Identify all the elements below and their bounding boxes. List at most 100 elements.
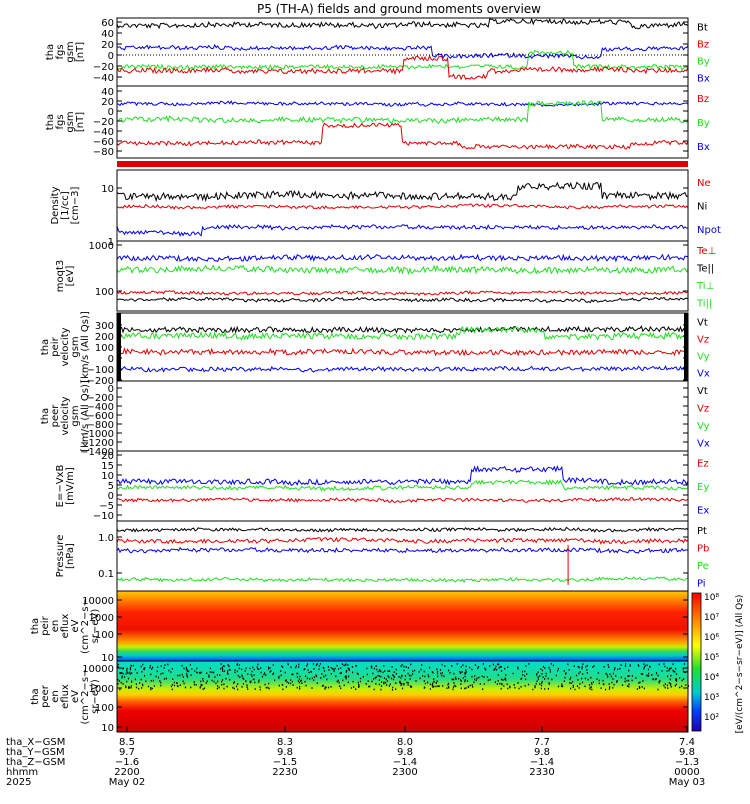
ylabel-line: [1/cc] bbox=[60, 191, 71, 220]
ytick-label: 10 bbox=[101, 184, 114, 195]
series-line-Vy bbox=[116, 326, 689, 341]
ylabel-line: (cm^2−s− bbox=[80, 669, 91, 725]
ytick-label: 1000 bbox=[89, 613, 114, 624]
ytick-label: −20 bbox=[93, 117, 114, 128]
colorbar-tick-label: 10⁸ bbox=[704, 593, 719, 603]
series-line-Npot bbox=[116, 224, 689, 237]
xaxis-row-label: hhmm bbox=[6, 767, 38, 778]
ylabel-line: [eV] bbox=[65, 266, 76, 287]
ytick-label: −60 bbox=[93, 137, 114, 148]
ytick-label: −400 bbox=[87, 402, 114, 413]
series-line-By bbox=[116, 100, 689, 125]
panel-frame-peir_velocity bbox=[116, 312, 689, 382]
series-line-Bt bbox=[116, 17, 689, 30]
xtick-label: 7.7 bbox=[534, 737, 550, 748]
ytick-label: −10 bbox=[93, 511, 114, 522]
colorbar-tick-label: 10³ bbox=[704, 693, 719, 703]
ytick-label: −40 bbox=[93, 73, 114, 84]
xtick-label: 2200 bbox=[114, 767, 139, 778]
ytick-label: 20 bbox=[101, 40, 114, 51]
series-line-Ti-par bbox=[116, 264, 689, 276]
ylabel-line: gsm bbox=[70, 405, 81, 426]
xtick-label: May 03 bbox=[669, 777, 706, 788]
ylabel-line: tha bbox=[45, 114, 56, 130]
ylabel-line: fgs bbox=[55, 44, 66, 59]
ytick-label: 20 bbox=[101, 97, 114, 108]
ylabel-line: velocity bbox=[60, 396, 71, 435]
legend-entry: Npot bbox=[697, 225, 721, 236]
colorbar bbox=[691, 592, 702, 732]
legend-entry: Bt bbox=[697, 23, 708, 34]
ylabel-line: tha bbox=[40, 339, 51, 355]
legend-entry: Bz bbox=[697, 40, 709, 51]
ytick-label: 10000 bbox=[82, 664, 114, 675]
ylabel-line: peer bbox=[50, 404, 61, 428]
ylabel-line: eV bbox=[70, 619, 81, 632]
legend-entry: Bz bbox=[697, 94, 709, 105]
ytick-label: 60 bbox=[101, 18, 114, 29]
legend-entry: Vy bbox=[697, 421, 710, 432]
ytick-label: −200 bbox=[87, 376, 114, 387]
ytick-label: 5 bbox=[108, 481, 114, 492]
ylabel-line: Pressure bbox=[55, 535, 66, 578]
legend-entry: Ni bbox=[697, 202, 707, 213]
ylabel-line: eV bbox=[70, 690, 81, 703]
panel-frame-peer_velocity bbox=[116, 380, 689, 452]
ytick-label: 0 bbox=[108, 384, 114, 395]
ylabel-line: peir bbox=[40, 615, 51, 635]
xaxis-row-label: tha_X−GSM bbox=[6, 737, 65, 748]
xtick-label: 8.0 bbox=[397, 737, 413, 748]
ylabel-line: [nT] bbox=[75, 42, 86, 62]
ylabel-line: tha bbox=[45, 44, 56, 60]
panel-frame-temperature bbox=[116, 240, 689, 312]
xtick-label: 7.4 bbox=[679, 737, 695, 748]
legend-entry: Te⊥ bbox=[696, 246, 716, 257]
xtick-label: 9.8 bbox=[397, 747, 413, 758]
series-line-Pi bbox=[116, 546, 689, 554]
series-line-Bz bbox=[116, 54, 689, 81]
ytick-label: 0 bbox=[108, 107, 114, 118]
legend-entry: Pb bbox=[697, 543, 709, 554]
ytick-label: 40 bbox=[101, 29, 114, 40]
panel-frame-pressure bbox=[116, 520, 689, 592]
colorbar-label: [eV/(cm^2−s−sr−eV)] (All Qs) bbox=[735, 595, 745, 734]
ylabel-line: gsm bbox=[65, 111, 76, 132]
xtick-label: 2230 bbox=[272, 767, 297, 778]
colorbar-tick-label: 10⁷ bbox=[704, 613, 719, 623]
legend-entry: Pt bbox=[697, 526, 707, 537]
xtick-label: 9.8 bbox=[277, 747, 293, 758]
ytick-label: −100 bbox=[87, 365, 114, 376]
ylabel-line: Density bbox=[50, 186, 61, 224]
xaxis-row-label: 2025 bbox=[6, 777, 31, 788]
xtick-label: 2300 bbox=[392, 767, 417, 778]
ylabel-line: [mV/m] bbox=[65, 467, 76, 505]
ylabel-line: sr−eV) bbox=[90, 609, 101, 644]
legend-entry: Vx bbox=[697, 438, 710, 449]
ytick-label: 0 bbox=[108, 491, 114, 502]
series-line-Ez bbox=[116, 496, 689, 504]
panel-frame-density bbox=[116, 169, 689, 242]
ylabel-line: en bbox=[50, 620, 61, 633]
xtick-label: −1.4 bbox=[393, 757, 417, 768]
series-line-Vz bbox=[116, 346, 689, 357]
ylabel-line: [nT] bbox=[75, 112, 86, 132]
spectrogram-peir bbox=[117, 591, 688, 661]
ylabel-line: sr−eV) bbox=[90, 679, 101, 714]
ytick-label: 10 bbox=[101, 723, 114, 734]
series-line-Bx bbox=[116, 43, 689, 60]
xtick-label: 8.5 bbox=[119, 737, 135, 748]
legend-entry: By bbox=[697, 57, 710, 68]
ytick-label: −80 bbox=[93, 147, 114, 158]
series-line-Vx bbox=[117, 365, 689, 373]
series-line-Ti-perp bbox=[116, 253, 689, 263]
ytick-label: 15 bbox=[101, 461, 114, 472]
series-line-Pt bbox=[116, 526, 689, 533]
ytick-label: 100 bbox=[95, 343, 114, 354]
xtick-label: 8.3 bbox=[277, 737, 293, 748]
legend-entry: Vt bbox=[697, 386, 708, 397]
colorbar-tick-label: 10⁶ bbox=[704, 633, 719, 643]
series-line-Bz bbox=[116, 122, 689, 150]
ytick-label: −200 bbox=[87, 393, 114, 404]
ytick-label: 200 bbox=[95, 332, 114, 343]
